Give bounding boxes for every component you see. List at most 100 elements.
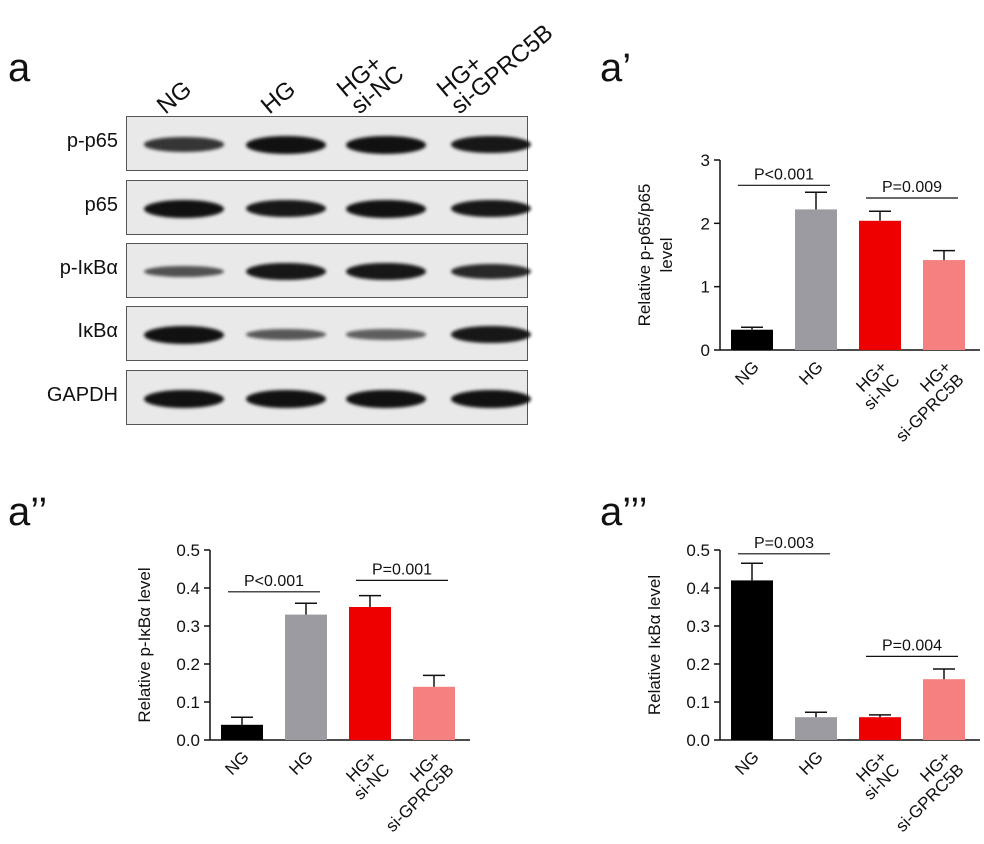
y-tick-label: 0.3 [176, 617, 200, 636]
x-tick-label: HG+si-NC [337, 747, 393, 803]
bar-ng [221, 724, 263, 740]
y-tick-label: 0.3 [686, 617, 710, 636]
p-value-label: P<0.001 [244, 573, 304, 590]
error-bar [869, 210, 891, 221]
y-axis-label: Relative p-IκBα level [135, 567, 154, 722]
bar-hg-sinc [859, 220, 901, 350]
y-axis-label: Relative IκBα level [645, 575, 664, 715]
y-tick-label: 0.0 [686, 731, 710, 750]
error-bar [295, 602, 317, 615]
bar-hg-sinc [349, 607, 391, 740]
blot-band [451, 263, 531, 280]
x-tick-label: HG+si-NC [847, 747, 903, 803]
p-value-label: P=0.004 [882, 637, 942, 654]
error-bar [933, 249, 955, 261]
x-tick-label: HG [795, 747, 826, 778]
blot-band [451, 135, 531, 154]
panel-label-a-double-prime: a’’ [8, 490, 48, 534]
x-tick-label: NG [221, 747, 252, 778]
panel-label-a: a [8, 46, 31, 90]
blot-strip [126, 243, 531, 298]
x-tick-label: HG+si-NC [847, 357, 903, 413]
lane-label: HG [255, 75, 301, 120]
x-tick-label: HG [285, 747, 316, 778]
x-tick-label: HG+si-GPRC5B [879, 747, 967, 835]
blot-band [144, 325, 224, 344]
blot-band [451, 389, 531, 408]
blot-band [346, 199, 426, 218]
blot-row-label: GAPDH [46, 384, 118, 406]
lane-label: HG+ si-GPRC5B [431, 19, 559, 120]
bar-hg [795, 717, 837, 740]
y-tick-label: 0 [701, 341, 710, 360]
chart-ikba-level: 0.0 0.1 0.2 0.3 0.4 0.5 Relative IκBα level NG H… [645, 535, 980, 836]
error-bar [423, 674, 445, 687]
x-tick-label: NG [731, 357, 762, 388]
x-tick-label: NG [731, 747, 762, 778]
error-bar [741, 562, 763, 581]
x-tick-label: HG+si-GPRC5B [369, 747, 457, 835]
lane-label: HG+ si-NC [331, 49, 410, 120]
error-bar [805, 711, 827, 718]
y-tick-label: 0.4 [686, 579, 710, 598]
blot-row-label: p-IκBα [59, 257, 118, 279]
panel-label-a-prime: a’ [600, 46, 632, 90]
y-tick-label: 2 [701, 214, 710, 233]
blot-strip [126, 116, 531, 171]
y-axis-label: Relative p-p65/p65 level [635, 184, 676, 327]
blot-band [246, 199, 326, 218]
x-tick-label: HG [795, 357, 826, 388]
lane-label: NG [151, 75, 197, 120]
bar-hg-sigprc5b [923, 260, 965, 350]
error-bar [231, 716, 253, 725]
blot-strip [126, 306, 531, 361]
blot-band [246, 262, 326, 281]
p-value-label: P=0.009 [882, 179, 942, 196]
y-tick-label: 0.1 [176, 693, 200, 712]
y-tick-label: 3 [701, 151, 710, 170]
y-tick-label: 1 [701, 278, 710, 297]
panel-label-a-triple-prime: a’’’ [600, 490, 648, 534]
y-tick-label: 0.2 [176, 655, 200, 674]
y-tick-label: 0.5 [176, 541, 200, 560]
y-tick-label: 0.2 [686, 655, 710, 674]
blot-band [246, 329, 326, 340]
blot-band [451, 325, 531, 344]
blot-band [451, 199, 531, 218]
y-tick-label: 0.1 [686, 693, 710, 712]
blot-strip [126, 180, 531, 235]
y-tick-label: 0.4 [176, 579, 200, 598]
error-bar [741, 326, 763, 330]
blot-band [346, 262, 426, 281]
y-tick-label: 0.5 [686, 541, 710, 560]
blot-band [144, 199, 224, 218]
bar-hg [795, 209, 837, 350]
blot-band [346, 135, 426, 154]
bar-hg-sinc [859, 717, 901, 740]
p-value-label: P<0.001 [754, 166, 814, 183]
p-value-label: P=0.003 [754, 535, 814, 552]
error-bar [359, 594, 381, 607]
blot-band [346, 329, 426, 340]
bar-ng [731, 580, 773, 740]
blot-strip [126, 370, 531, 425]
blot-band [246, 135, 326, 154]
blot-row-label: p65 [84, 194, 118, 216]
error-bar [805, 191, 827, 210]
blot-row-label: IκBα [77, 320, 118, 342]
blot-row-label: p-p65 [66, 130, 118, 152]
bar-ng [731, 329, 773, 350]
x-tick-label: HG+si-GPRC5B [879, 357, 967, 445]
blot-band [246, 389, 326, 408]
error-bar [933, 668, 955, 680]
blot-band [144, 265, 224, 278]
error-bar [869, 714, 891, 718]
y-tick-label: 0.0 [176, 731, 200, 750]
blot-band [144, 137, 224, 152]
blot-band [346, 389, 426, 408]
bar-hg [285, 614, 327, 740]
chart-p-ikba-level: 0.0 0.1 0.2 0.3 0.4 0.5 Relative p-IκBα level N… [135, 541, 470, 836]
blot-band [144, 389, 224, 408]
bar-hg-sigprc5b [923, 679, 965, 740]
